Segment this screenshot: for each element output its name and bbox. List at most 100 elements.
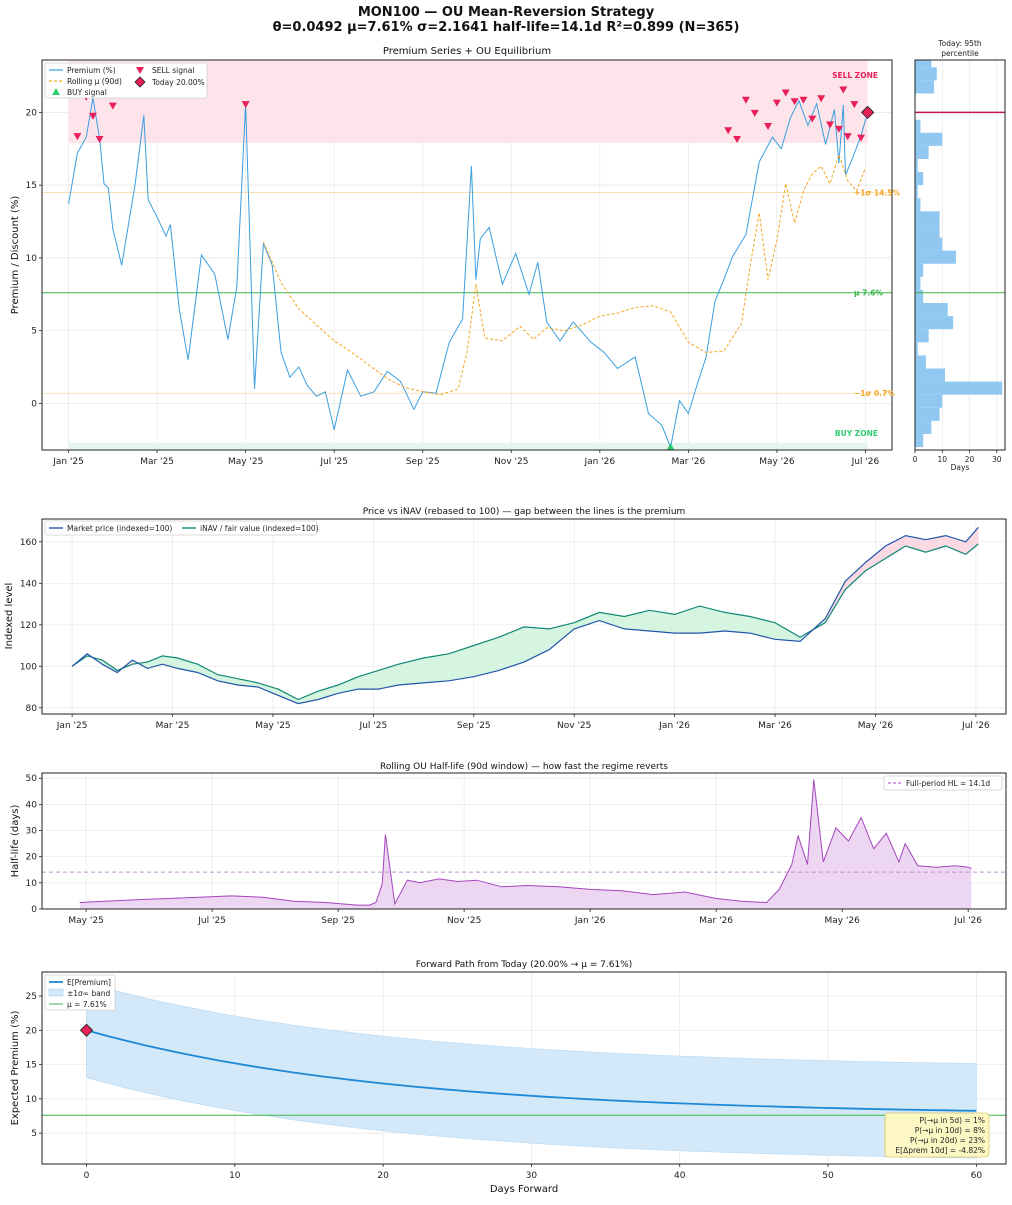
premium-gap-fill [775, 622, 801, 642]
stat-10d: P(→μ in 10d) = 8% [915, 1126, 985, 1135]
half-life-y-tick-label: 0 [31, 905, 37, 915]
legend-sell-label: SELL signal [152, 66, 194, 75]
histogram-bar [915, 119, 921, 133]
forward-y-tick-label: 10 [26, 1095, 38, 1105]
forward-y-tick-label: 25 [26, 992, 37, 1002]
legend-today-label: Today 20.00% [151, 78, 205, 87]
half-life-frame [41, 772, 1007, 910]
premium-gap-fill [865, 545, 886, 571]
half-life-area [79, 779, 972, 909]
premium-gap-fill [945, 535, 966, 555]
price-inav-ylabel: Indexed level [4, 583, 15, 650]
sell-signal-marker [741, 96, 750, 104]
price-inav-x-tick-label: May '26 [858, 721, 894, 731]
histogram-bar [915, 316, 954, 330]
premium-gap-fill [498, 626, 524, 671]
forward-x-tick-label: 20 [377, 1171, 389, 1181]
legend-rolling-label: Rolling μ (90d) [67, 77, 122, 86]
buy-zone-label: BUY ZONE [835, 429, 878, 438]
today-marker [861, 105, 875, 120]
premium-gap-fill [965, 527, 979, 555]
market-price-line [71, 526, 979, 705]
half-life-panel: Rolling OU Half-life (90d window) — how … [10, 762, 1007, 926]
minus-sigma-label: −1σ 0.7% [854, 389, 895, 398]
price-inav-legend-box [44, 520, 318, 536]
legend-inav-label: iNAV / fair value (indexed=100) [200, 524, 319, 533]
premium-x-tick-label: Jul '25 [319, 457, 348, 467]
price-inav-x-tick-label: Jan '26 [658, 721, 690, 731]
half-life-x-tick-label: Sep '25 [321, 916, 355, 926]
histogram-bar [915, 250, 956, 264]
legend-today-diamond-icon [134, 76, 146, 88]
sell-signal-marker [88, 112, 97, 120]
premium-gap-fill [448, 645, 474, 681]
forward-frame [41, 971, 1007, 1165]
premium-gap-fill [649, 610, 675, 634]
forward-x-tick-label: 50 [822, 1171, 834, 1181]
histogram-bar [915, 80, 935, 94]
histogram-bar [915, 407, 940, 421]
forward-markers-layer [79, 1023, 94, 1037]
price-inav-panel: Price vs iNAV (rebased to 100) — gap bet… [4, 507, 1007, 731]
legend-market-label: Market price (indexed=100) [67, 524, 172, 533]
half-life-axes: 0 10 20 30 40 50 May '25 Jul '25 Sep '25 Nov '25 J… [26, 774, 983, 926]
histogram-bar [915, 329, 929, 343]
forward-legend-box [44, 974, 116, 1011]
forward-stats-box: P(→μ in 5d) = 1% P(→μ in 10d) = 8% P(→μ … [884, 1112, 990, 1158]
half-life-ylabel: Half-life (days) [10, 804, 21, 877]
premium-legend-box [44, 62, 208, 99]
half-life-y-tick-label: 50 [26, 774, 38, 784]
histogram-bar [915, 381, 1003, 395]
sell-signal-marker [73, 133, 82, 141]
premium-gap-fill [574, 612, 600, 629]
half-life-x-tick-label: Jul '25 [197, 916, 226, 926]
price-inav-y-tick-label: 80 [26, 704, 38, 714]
sell-signal-marker [839, 86, 848, 94]
premium-y-tick-label: 20 [26, 108, 38, 118]
premium-gap-fill [549, 622, 575, 650]
half-life-y-tick-label: 30 [26, 827, 38, 837]
histogram-title-line-2: percentile [941, 49, 979, 58]
legend-band-label: ±1σ∞ band [67, 989, 111, 998]
forward-y-tick-label: 5 [31, 1129, 37, 1139]
half-life-x-tick-label: Nov '25 [447, 916, 481, 926]
legend-buy-triangle-icon [52, 88, 60, 95]
histogram-x-tick-label: 20 [965, 455, 975, 464]
histogram-x-tick-label: 10 [937, 455, 947, 464]
sell-signal-marker [108, 102, 117, 110]
legend-sell-triangle-icon [136, 67, 144, 74]
premium-x-tick-label: May '26 [759, 457, 795, 467]
premium-x-tick-label: Mar '26 [671, 457, 705, 467]
histogram-bar [915, 60, 932, 68]
histogram-bar [915, 145, 929, 159]
sell-signal-marker [790, 98, 799, 106]
forward-title: Forward Path from Today (20.00% → μ = 7.… [416, 960, 633, 970]
premium-title: Premium Series + OU Equilibrium [383, 46, 551, 57]
forward-xlabel: Days Forward [490, 1184, 558, 1195]
forward-x-tick-label: 10 [229, 1171, 241, 1181]
price-inav-x-tick-label: Sep '25 [457, 721, 491, 731]
forward-x-tick-label: 30 [526, 1171, 538, 1181]
half-life-x-tick-label: Mar '26 [699, 916, 733, 926]
legend-premium-label: Premium (%) [67, 66, 116, 75]
forward-axes: 5 10 15 20 25 0 10 20 30 40 50 60 [26, 992, 983, 1181]
sell-signal-marker [799, 96, 808, 104]
premium-gap-fill [338, 676, 359, 694]
sell-zone-label: SELL ZONE [832, 71, 878, 80]
premium-series-layer [68, 97, 869, 449]
legend-expected-label: E[Premium] [67, 978, 111, 987]
half-life-x-tick-label: May '25 [68, 916, 103, 926]
premium-gap-fill [749, 616, 776, 640]
premium-gap-fill [423, 653, 449, 683]
histogram-bar [915, 276, 921, 290]
half-life-x-tick-label: May '26 [824, 916, 860, 926]
sell-signal-marker [750, 109, 759, 117]
forward-today-marker [79, 1023, 94, 1037]
premium-gap-fill [925, 535, 946, 553]
premium-gap-fill [378, 664, 399, 690]
sell-signal-marker [817, 95, 826, 103]
price-inav-y-tick-label: 160 [20, 538, 37, 548]
forward-y-tick-label: 20 [26, 1026, 38, 1036]
sell-signal-marker [826, 121, 835, 129]
stat-expected-delta: E[Δprem 10d] = -4.82% [895, 1146, 985, 1155]
